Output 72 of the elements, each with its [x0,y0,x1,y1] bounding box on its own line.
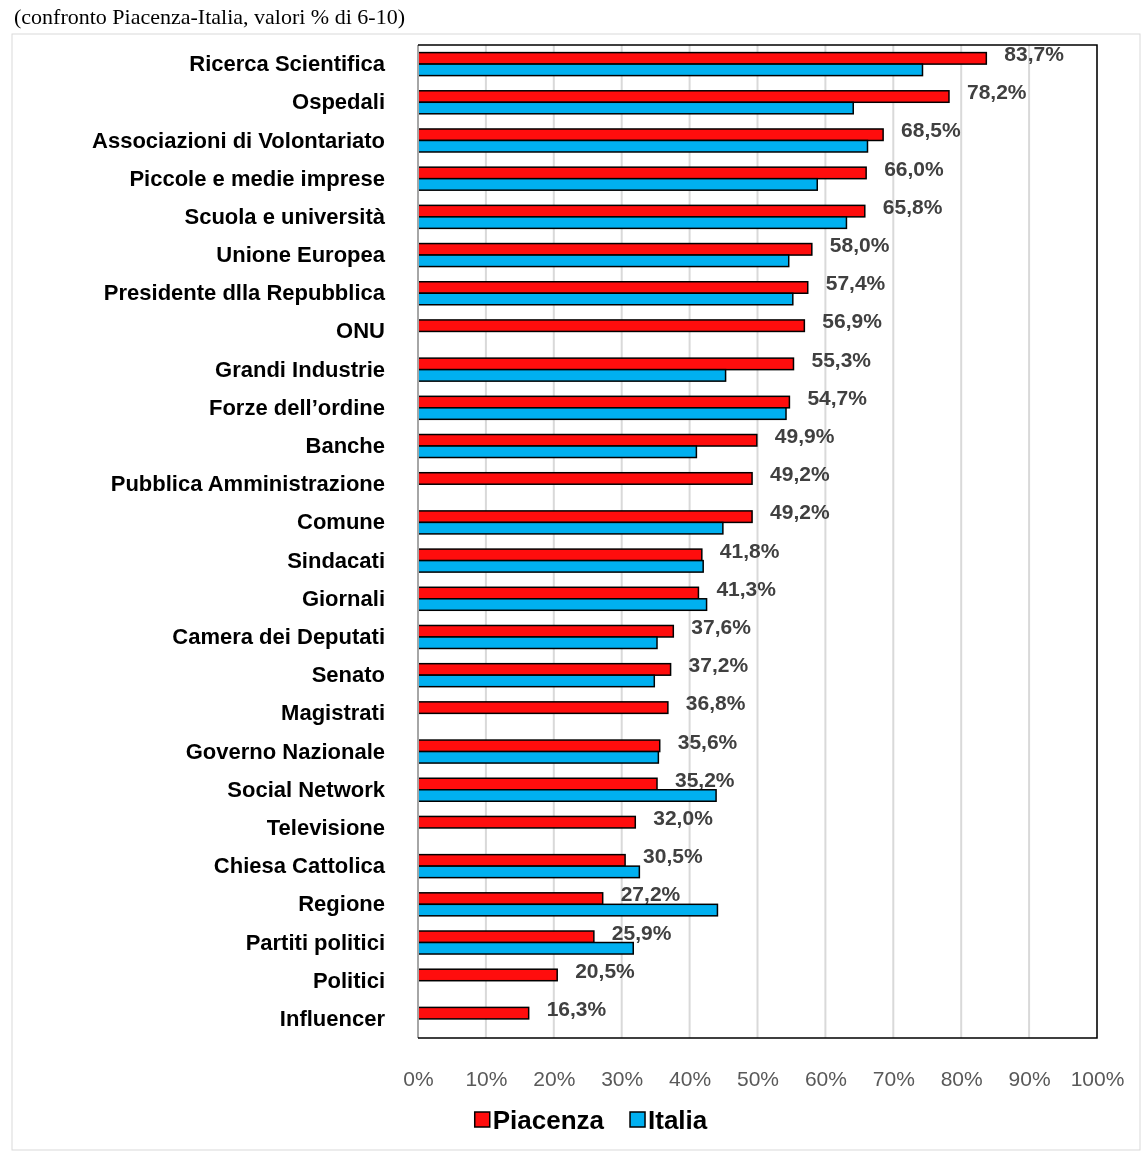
text: (confronto Piacenza-Italia, valori % di 6-10) [14,4,405,29]
x-tick-label: 80% [940,1066,983,1090]
legend-label: Italia [648,1105,708,1136]
data-label: 65,8% [882,194,943,218]
x-tick-label: 70% [872,1066,915,1090]
y-tick-label: Magistrati [281,700,385,726]
y-tick-label: Governo Nazionale [185,738,385,764]
data-label: 58,0% [829,233,890,257]
y-tick-label: Sindacati [287,547,385,573]
y-tick-label: Influencer [279,1005,386,1031]
data-label: 30,5% [643,844,703,868]
bar [417,815,637,829]
x-tick-label: 100% [1070,1066,1125,1090]
data-label: 25,9% [611,920,672,944]
y-tick-label: Social Network [227,776,386,802]
data-label: 35,6% [677,729,738,753]
y-tick-label: Chiesa Cattolica [213,853,386,879]
y-tick-label: Politici [312,967,385,993]
y-tick-label: Comune [297,509,385,535]
bar [417,968,558,982]
y-tick-label: Unione Europea [216,242,386,268]
x-tick-label: 20% [533,1066,576,1090]
bar [417,319,806,333]
data-label: 83,7% [1004,42,1065,66]
y-tick-label: Presidente dlla Repubblica [103,280,386,306]
data-label: 16,3% [546,996,607,1020]
data-label: 32,0% [653,805,714,829]
data-label: 49,2% [770,500,830,524]
y-tick-label: Televisione [266,814,385,840]
y-tick-label: Camera dei Deputati [172,624,385,650]
data-label: 37,6% [691,614,752,638]
y-tick-label: Banche [305,433,385,459]
x-tick-label: 90% [1008,1066,1051,1090]
data-label: 54,7% [807,385,868,409]
data-label: 49,2% [770,462,830,486]
y-tick-label: Forze dell’ordine [208,394,385,420]
y-tick-label: Ospedali [292,89,385,115]
x-tick-label: 60% [804,1066,847,1090]
x-tick-label: 30% [601,1066,644,1090]
data-label: 55,3% [811,347,872,371]
y-tick-label: Partiti politici [245,929,385,955]
data-label: 27,2% [620,882,681,906]
data-label: 20,5% [575,958,636,982]
bar [417,701,669,715]
data-label: 36,8% [685,691,746,715]
x-tick-label: 10% [465,1066,508,1090]
data-label: 66,0% [884,156,945,180]
data-label: 41,3% [716,576,777,600]
x-tick-label: 50% [736,1066,780,1090]
y-tick-label: Scuola e università [184,203,386,229]
y-tick-label: Associazioni di Volontariato [92,127,385,153]
data-label: 49,9% [774,424,835,448]
data-label: 37,2% [688,653,749,677]
bar [417,1006,530,1020]
data-label: 57,4% [825,271,886,295]
y-tick-label: Senato [311,662,385,688]
x-tick-label: 0% [403,1066,434,1090]
x-tick-label: 40% [669,1066,712,1090]
data-label: 56,9% [822,309,883,333]
y-tick-label: Ricerca Scientifica [189,51,386,77]
y-tick-label: Piccole e medie imprese [129,165,385,191]
legend-label: Piacenza [492,1105,605,1136]
y-tick-label: Grandi Industrie [215,356,385,382]
data-label: 68,5% [901,118,961,142]
y-tick-label: Giornali [301,585,385,611]
y-tick-label: Pubblica Amministrazione [110,471,385,497]
data-label: 35,2% [675,767,735,791]
y-tick-label: ONU [336,318,385,344]
y-tick-label: Regione [298,891,385,917]
bar [417,471,753,485]
data-label: 78,2% [966,80,1027,104]
data-label: 41,8% [719,538,780,562]
